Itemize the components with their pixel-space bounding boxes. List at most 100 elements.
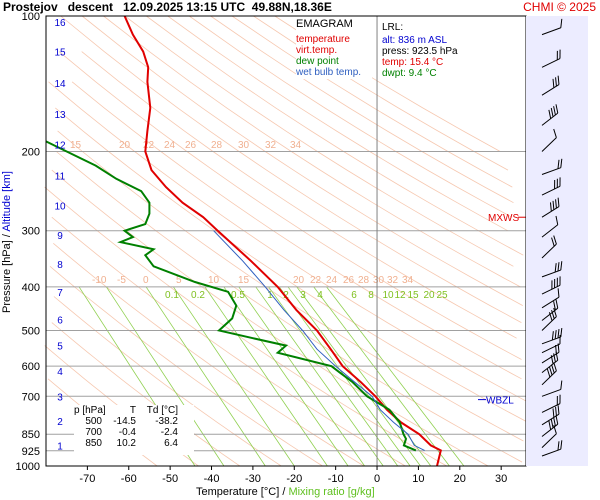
wind-barb-shaft	[541, 433, 557, 448]
wind-barb-feather	[551, 331, 554, 341]
wind-barb-feather	[555, 351, 559, 361]
altitude-tick-label: 13	[54, 110, 66, 121]
sounding-series: MXWS WBZL	[45, 15, 526, 467]
x-tick-label: -40	[204, 473, 220, 485]
wind-barb	[541, 351, 559, 373]
wind-barb	[541, 425, 557, 448]
series-line-dew-point	[45, 140, 417, 452]
mixing-ratio-label: 4	[317, 290, 323, 301]
legend-item-wet-bulb: wet bulb temp.	[296, 67, 362, 78]
wind-barb-feather	[560, 440, 563, 450]
wind-barb-feather	[554, 180, 556, 189]
pressure-tick-label: 300	[22, 226, 40, 238]
x-tick-label: 30	[495, 473, 507, 485]
mixing-ratio-line	[223, 286, 349, 467]
wind-barb-panel	[526, 16, 588, 466]
wind-barb-shaft	[541, 224, 559, 238]
wind-barb-feather	[559, 177, 561, 187]
altitude-tick-label: 5	[57, 342, 63, 353]
lrl-temp: temp: 15.4 °C	[382, 57, 444, 68]
altitude-tick-label: 1	[57, 441, 63, 452]
adiabat-label: 30	[373, 275, 385, 286]
x-tick-label: 10	[412, 473, 424, 485]
mixing-ratio-label: 10	[382, 290, 394, 301]
wind-barb-feather	[557, 405, 560, 415]
altitude-tick-label: 10	[54, 202, 66, 213]
wind-barb-feather	[549, 202, 552, 212]
wind-barb-feather	[560, 328, 563, 338]
wind-barb-feather	[551, 364, 555, 374]
stats-header-p: p [hPa]	[74, 405, 106, 416]
wind-barb-feather	[559, 394, 561, 404]
title-bar: Prostejov descent 12.09.2025 13:15 UTC 4…	[0, 0, 600, 16]
adiabat-label: 20	[293, 275, 305, 286]
altitude-tick-label: 9	[57, 231, 63, 242]
dry-adiabat-line	[55, 107, 529, 423]
wind-barb-feather	[555, 77, 557, 87]
wind-barb	[541, 235, 557, 259]
stats-header-row: p [hPa] T Td [°C]	[74, 405, 194, 416]
wind-barb-feather	[554, 330, 557, 340]
wind-barb	[541, 343, 560, 364]
stats-cell: -14.5	[113, 416, 136, 427]
adiabat-label: 24	[326, 275, 338, 286]
y-axis-title-alt: Altitude [km]	[1, 171, 13, 232]
adiabat-label: 32	[387, 275, 399, 286]
stats-cell: 500	[85, 416, 102, 427]
altitude-tick-label: 4	[57, 367, 63, 378]
stats-header-t: T	[129, 405, 136, 416]
wind-barb-feather	[552, 200, 555, 210]
wind-barb-feather	[560, 261, 563, 271]
series-line-wet-bulb-temp-	[213, 230, 425, 451]
mixing-ratio-line	[326, 286, 465, 467]
stats-cell: -38.2	[155, 416, 178, 427]
stats-table: p [hPa] T Td [°C] 500 -14.5 -38.2 700 -0…	[74, 405, 194, 455]
wind-barbs	[541, 18, 563, 457]
altitude-tick-label: 6	[57, 315, 63, 326]
wind-barb-feather	[555, 415, 559, 425]
dry-adiabat-line	[53, 296, 282, 467]
adiabat-label: 0	[143, 275, 149, 286]
wind-barb-shaft	[541, 58, 561, 68]
mixing-ratio-label: 15	[407, 290, 419, 301]
wind-barb-feather	[555, 406, 557, 416]
adiabat-label: 22	[310, 275, 322, 286]
wind-barb	[541, 415, 559, 437]
adiabat-label: 28	[211, 140, 223, 151]
legend-heading: EMAGRAM	[296, 18, 353, 30]
pressure-tick-label: 100	[22, 11, 40, 23]
dry-adiabat-line	[49, 265, 323, 467]
x-tick-label: 20	[454, 473, 466, 485]
wind-barb-shaft	[541, 370, 557, 386]
dry-adiabat-line	[103, 15, 521, 288]
wind-barb-feather	[548, 109, 552, 119]
wind-barb-feather	[557, 159, 560, 169]
wind-barb-feather	[552, 78, 555, 88]
wind-barb-feather	[553, 128, 557, 138]
altitude-tick-label: 14	[54, 79, 66, 90]
stats-cell: 700	[85, 427, 102, 438]
x-axis-title-sep: /	[279, 486, 289, 498]
adiabat-label: 5	[176, 275, 182, 286]
mixing-ratio-label: 0.1	[165, 290, 179, 301]
wind-barb-feather	[553, 362, 557, 372]
lrl-press: press: 923.5 hPa	[382, 46, 458, 57]
wind-barb-shaft	[541, 388, 561, 397]
pressure-tick-label: 400	[22, 282, 40, 294]
wind-barb-feather	[556, 50, 558, 60]
wind-barb-feather	[557, 197, 560, 207]
pressure-tick-label: 850	[22, 429, 40, 441]
wind-barb	[541, 215, 559, 238]
mixing-ratio-line	[296, 286, 432, 467]
wind-barb	[541, 276, 561, 295]
mixing-ratio-lines: 0.1 0.2 0.5 1 2 3 4 6 8 10 12 15 20 25	[78, 286, 465, 467]
stats-header-td: Td [°C]	[146, 405, 178, 416]
stats-cell: 10.2	[116, 438, 136, 449]
mixing-ratio-line	[145, 286, 266, 467]
adiabat-label: 20	[119, 140, 131, 151]
altitude-tick-label: 15	[54, 48, 66, 59]
x-axis-title-mix: Mixing ratio [g/kg]	[288, 486, 375, 498]
wind-barb-feather	[553, 417, 556, 427]
